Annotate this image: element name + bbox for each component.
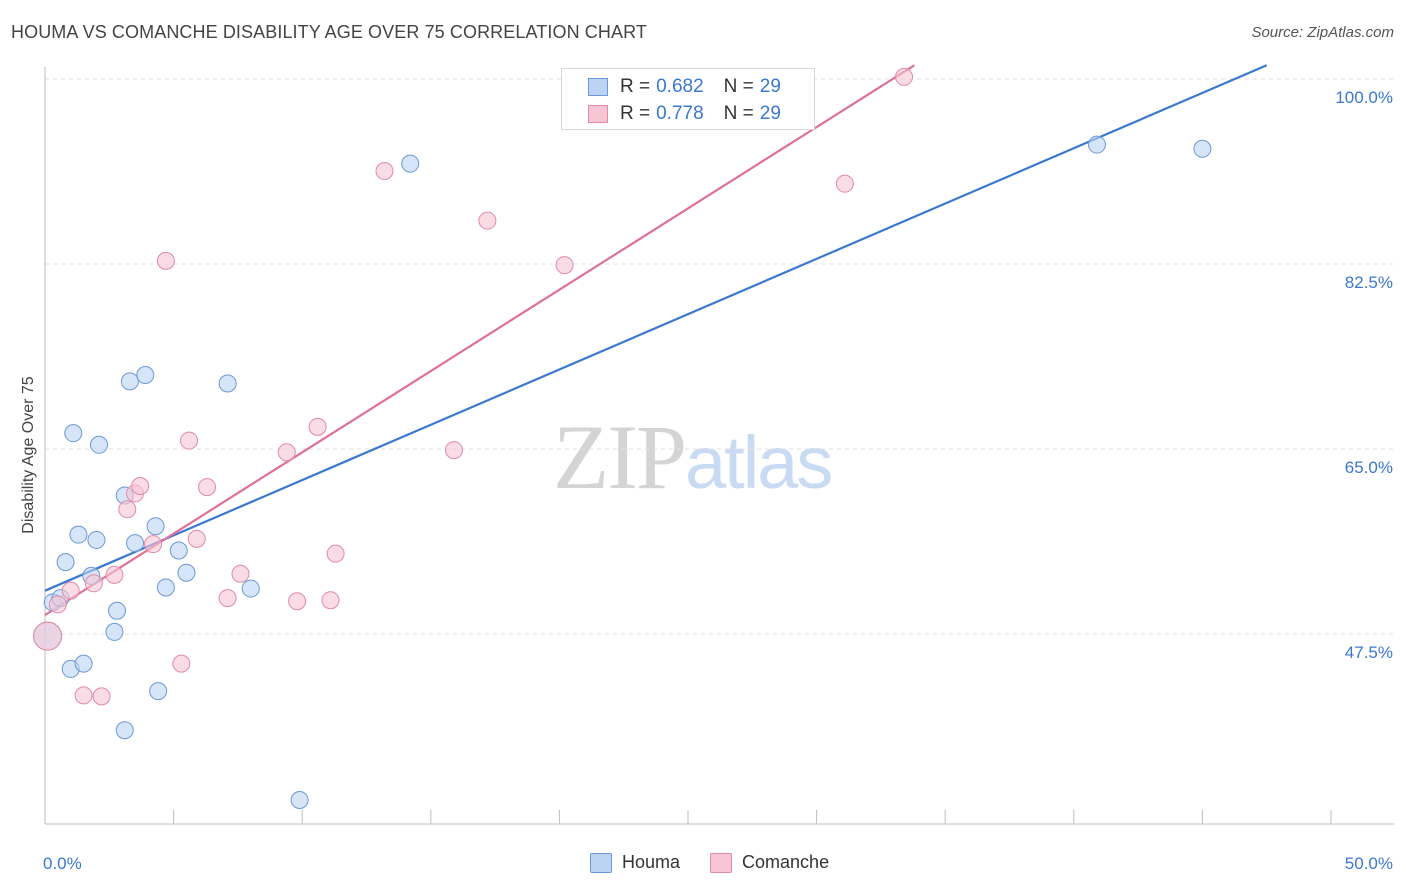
point-houma (69, 525, 88, 544)
legend-n-label: N = (723, 76, 754, 97)
y-tick-label: 47.5% (1345, 643, 1393, 662)
point-houma (136, 366, 155, 385)
legend-swatch-houma (590, 852, 612, 873)
point-comanche (144, 535, 163, 554)
point-houma (105, 622, 124, 641)
point-comanche (48, 595, 67, 614)
point-comanche (288, 592, 307, 611)
legend-row-comanche: R = 0.778 N = 29 (588, 102, 787, 126)
point-houma (401, 154, 420, 173)
source-credit: Source: ZipAtlas.com (1251, 24, 1394, 41)
point-comanche (444, 441, 463, 460)
trend-lines (44, 64, 1268, 616)
axes (44, 67, 1394, 825)
x-tick-label: 50.0% (1345, 854, 1393, 873)
point-houma (74, 654, 93, 673)
y-axis-title: Disability Age Over 75 (20, 376, 37, 534)
point-comanche (321, 591, 340, 610)
point-houma (64, 424, 83, 443)
point-comanche (375, 162, 394, 180)
point-comanche (118, 500, 137, 519)
grid-lines (45, 78, 1394, 635)
point-comanche (156, 251, 175, 270)
point-comanche (277, 443, 296, 462)
point-houma (56, 553, 75, 572)
legend-label-comanche: Comanche (742, 852, 830, 872)
point-houma (90, 435, 109, 454)
point-houma (1193, 139, 1212, 158)
legend-swatch-comanche (588, 105, 608, 123)
point-comanche (478, 211, 497, 230)
legend-label-houma: Houma (622, 852, 681, 872)
watermark: ZIPatlas (553, 404, 833, 510)
legend-r-value: 0.682 (656, 76, 704, 97)
point-houma (1087, 135, 1106, 154)
point-comanche (131, 477, 150, 496)
trendline-houma (44, 64, 1268, 592)
point-comanche (187, 529, 206, 548)
point-houma (115, 721, 134, 740)
legend-r-label: R = (620, 103, 651, 124)
data-points (33, 67, 1212, 809)
legend-row-houma: R = 0.682 N = 29 (588, 75, 787, 99)
legend-r-label: R = (620, 76, 651, 97)
y-tick-label: 82.5% (1345, 273, 1393, 292)
x-tick-label: 0.0% (43, 854, 82, 873)
legend-r-value: 0.778 (656, 103, 704, 124)
chart-title: HOUMA VS COMANCHE DISABILITY AGE OVER 75… (11, 22, 647, 42)
point-houma (177, 563, 196, 582)
legend-item-comanche: Comanche (710, 852, 829, 873)
y-tick-label: 65.0% (1345, 458, 1393, 477)
point-comanche (33, 621, 63, 651)
point-houma (156, 578, 175, 597)
point-comanche (84, 574, 103, 593)
point-houma (290, 791, 309, 809)
point-comanche (555, 256, 574, 275)
point-houma (169, 541, 188, 560)
point-houma (108, 601, 127, 620)
legend-swatch-houma (588, 78, 608, 96)
watermark-zip: ZIP (553, 406, 687, 508)
point-comanche (326, 544, 345, 563)
point-comanche (180, 431, 199, 450)
point-houma (218, 374, 237, 393)
point-comanche (92, 687, 111, 706)
point-comanche (835, 174, 854, 193)
trendline-comanche (44, 64, 915, 616)
legend-n-value: 29 (759, 76, 781, 97)
point-houma (120, 372, 139, 391)
point-comanche (308, 417, 327, 436)
point-comanche (61, 581, 80, 600)
point-comanche (172, 654, 191, 673)
legend-item-houma: Houma (590, 852, 680, 873)
point-houma (126, 534, 145, 553)
point-comanche (74, 686, 93, 705)
point-houma (146, 517, 165, 536)
legend-n-label: N = (723, 103, 754, 124)
point-houma (87, 530, 106, 549)
bottom-legend: Houma Comanche (590, 852, 859, 873)
point-comanche (231, 564, 250, 583)
legend-box: R = 0.682 N = 29 R = 0.778 N = 29 (561, 68, 815, 130)
legend-n-value: 29 (759, 103, 781, 124)
point-houma (149, 682, 168, 701)
watermark-atlas: atlas (685, 421, 833, 504)
tick-labels: Disability Age Over 75 100.0% 82.5% 65.0% 47… (20, 88, 1393, 873)
y-tick-label: 100.0% (1335, 88, 1393, 107)
point-comanche (895, 67, 914, 86)
point-houma (241, 579, 260, 598)
point-comanche (198, 478, 217, 497)
legend-swatch-comanche (710, 852, 733, 873)
point-comanche (105, 565, 124, 584)
point-comanche (218, 589, 237, 608)
